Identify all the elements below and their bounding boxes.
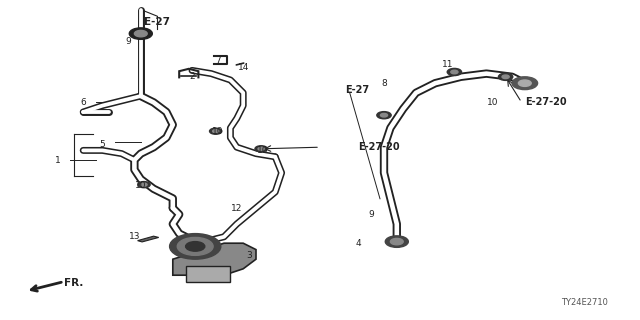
Circle shape bbox=[134, 30, 147, 37]
Circle shape bbox=[380, 113, 388, 117]
Text: 1: 1 bbox=[55, 156, 60, 164]
Circle shape bbox=[377, 112, 391, 119]
Text: 13: 13 bbox=[129, 232, 140, 241]
Circle shape bbox=[385, 236, 408, 247]
Circle shape bbox=[499, 73, 513, 80]
Text: 10: 10 bbox=[257, 146, 268, 155]
Circle shape bbox=[512, 77, 538, 90]
Polygon shape bbox=[186, 266, 230, 282]
Text: 5: 5 bbox=[100, 140, 105, 148]
Text: 2: 2 bbox=[189, 72, 195, 81]
Circle shape bbox=[255, 146, 268, 152]
Text: 11: 11 bbox=[442, 60, 454, 68]
Text: 10: 10 bbox=[487, 98, 499, 107]
Text: TY24E2710: TY24E2710 bbox=[561, 298, 608, 307]
Text: E-27-20: E-27-20 bbox=[358, 142, 400, 152]
Circle shape bbox=[129, 28, 152, 39]
Text: 4: 4 bbox=[356, 239, 361, 248]
Circle shape bbox=[390, 238, 403, 245]
Text: 8: 8 bbox=[381, 79, 387, 88]
Circle shape bbox=[212, 130, 219, 133]
Text: E-27: E-27 bbox=[144, 17, 170, 28]
Text: 10: 10 bbox=[212, 127, 223, 136]
Text: FR.: FR. bbox=[64, 278, 83, 288]
Circle shape bbox=[451, 70, 458, 74]
Text: E-27: E-27 bbox=[346, 84, 370, 95]
Text: 9: 9 bbox=[369, 210, 374, 219]
Text: 14: 14 bbox=[237, 63, 249, 72]
Text: E-27-20: E-27-20 bbox=[525, 97, 566, 108]
Circle shape bbox=[502, 75, 509, 79]
Text: 6: 6 bbox=[81, 98, 86, 107]
Circle shape bbox=[141, 183, 147, 186]
Circle shape bbox=[209, 128, 222, 134]
Circle shape bbox=[447, 68, 461, 76]
Polygon shape bbox=[173, 243, 256, 275]
Circle shape bbox=[186, 242, 205, 251]
Circle shape bbox=[170, 234, 221, 259]
Circle shape bbox=[258, 147, 264, 150]
Polygon shape bbox=[138, 236, 159, 242]
Text: 3: 3 bbox=[247, 252, 252, 260]
Circle shape bbox=[177, 237, 213, 255]
Text: 7: 7 bbox=[215, 56, 220, 65]
Circle shape bbox=[138, 181, 150, 188]
Text: 12: 12 bbox=[231, 204, 243, 212]
Text: 9: 9 bbox=[125, 37, 131, 46]
Circle shape bbox=[518, 80, 531, 86]
Text: 10: 10 bbox=[135, 181, 147, 190]
